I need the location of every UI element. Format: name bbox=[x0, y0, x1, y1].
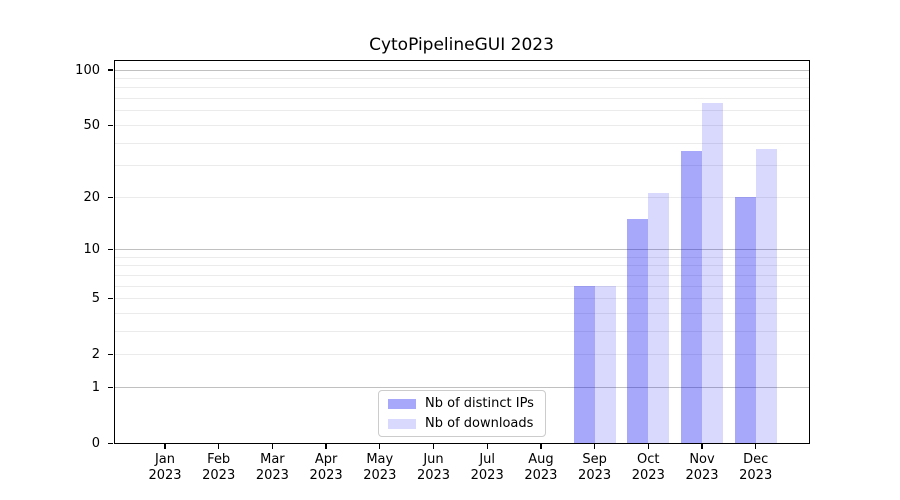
gridline-minor bbox=[113, 265, 810, 267]
axes-frame bbox=[113, 60, 810, 444]
y-axis-tick-label: 1 bbox=[91, 379, 100, 395]
bar-downloads bbox=[755, 149, 777, 444]
gridline-minor bbox=[113, 165, 810, 167]
bar-downloads bbox=[702, 103, 723, 444]
x-axis-tick-label: Aug 2023 bbox=[524, 451, 558, 483]
gridline-minor bbox=[113, 196, 810, 198]
gridline-minor bbox=[113, 78, 810, 80]
legend-label-downloads: Nb of downloads bbox=[425, 416, 534, 431]
x-axis-tick bbox=[325, 443, 327, 449]
gridline-minor bbox=[113, 330, 810, 332]
bar-downloads bbox=[648, 193, 670, 444]
y-axis-tick bbox=[108, 196, 113, 198]
x-axis-tick-label: Jun 2023 bbox=[416, 451, 451, 483]
gridline-major bbox=[113, 248, 810, 250]
x-axis-tick bbox=[593, 443, 596, 449]
x-axis-tick bbox=[218, 443, 220, 449]
x-axis-tick-label: Jul 2023 bbox=[470, 451, 504, 483]
y-axis-tick-label: 2 bbox=[91, 347, 100, 363]
x-axis-tick-label: Dec 2023 bbox=[739, 451, 773, 483]
bar-distinct-ips bbox=[734, 197, 756, 444]
x-axis-tick bbox=[486, 443, 488, 449]
y-axis-tick bbox=[108, 69, 113, 71]
y-axis-tick-label: 100 bbox=[75, 62, 100, 78]
x-axis-tick-label: Jan 2023 bbox=[148, 451, 182, 483]
gridline-minor bbox=[113, 142, 810, 144]
x-axis-tick bbox=[701, 443, 703, 449]
gridline-major bbox=[113, 69, 810, 71]
y-axis-tick bbox=[108, 248, 113, 251]
legend-entry-distinct-ips: Nb of distinct IPs bbox=[388, 396, 536, 411]
y-axis-tick-label: 0 bbox=[91, 436, 100, 451]
gridline-minor bbox=[113, 298, 810, 300]
y-axis-tick-label: 10 bbox=[83, 241, 100, 257]
y-axis-tick bbox=[108, 386, 113, 389]
bar-downloads bbox=[594, 286, 616, 444]
x-axis-tick bbox=[432, 443, 435, 449]
gridline-minor bbox=[113, 87, 810, 89]
legend-swatch-distinct-ips-icon bbox=[388, 398, 416, 409]
gridline-minor bbox=[113, 312, 810, 314]
legend-entry-downloads: Nb of downloads bbox=[388, 416, 536, 431]
x-axis-tick bbox=[755, 443, 757, 449]
x-axis-tick bbox=[540, 443, 542, 449]
chart-title: CytoPipelineGUI 2023 bbox=[369, 35, 554, 55]
x-axis-tick bbox=[271, 443, 274, 449]
y-axis-tick-label: 50 bbox=[83, 117, 100, 133]
x-axis-tick bbox=[164, 443, 166, 449]
gridline-minor bbox=[113, 285, 810, 287]
legend-label-distinct-ips: Nb of distinct IPs bbox=[425, 396, 534, 411]
gridline-minor bbox=[113, 274, 810, 276]
y-axis-tick bbox=[108, 297, 113, 300]
y-axis-tick bbox=[108, 353, 113, 356]
y-axis-tick-label: 20 bbox=[83, 189, 100, 205]
gridline-minor bbox=[113, 354, 810, 356]
bar-distinct-ips bbox=[573, 286, 595, 444]
legend-swatch-downloads-icon bbox=[388, 418, 416, 429]
y-axis-tick-label: 5 bbox=[91, 291, 100, 307]
x-axis-tick-label: Feb 2023 bbox=[202, 451, 236, 483]
x-axis-tick-label: Apr 2023 bbox=[309, 451, 343, 483]
y-axis-tick bbox=[108, 124, 113, 126]
bar-distinct-ips bbox=[681, 151, 702, 444]
gridline-minor bbox=[113, 98, 810, 100]
x-axis-tick-label: Sep 2023 bbox=[578, 451, 612, 483]
legend: Nb of distinct IPs Nb of downloads bbox=[378, 390, 546, 437]
gridline-minor bbox=[113, 256, 810, 258]
gridline-minor bbox=[113, 110, 810, 112]
x-axis-tick bbox=[379, 443, 381, 449]
x-axis-tick-label: Mar 2023 bbox=[255, 451, 289, 483]
x-axis-tick-label: Nov 2023 bbox=[685, 451, 719, 483]
y-axis-tick bbox=[108, 442, 113, 445]
gridline-major bbox=[113, 386, 810, 388]
x-axis-tick bbox=[647, 443, 649, 449]
gridline-minor bbox=[113, 124, 810, 126]
bar-distinct-ips bbox=[627, 219, 649, 444]
x-axis-tick-label: Oct 2023 bbox=[631, 451, 665, 483]
x-axis-tick-label: May 2023 bbox=[363, 451, 397, 483]
